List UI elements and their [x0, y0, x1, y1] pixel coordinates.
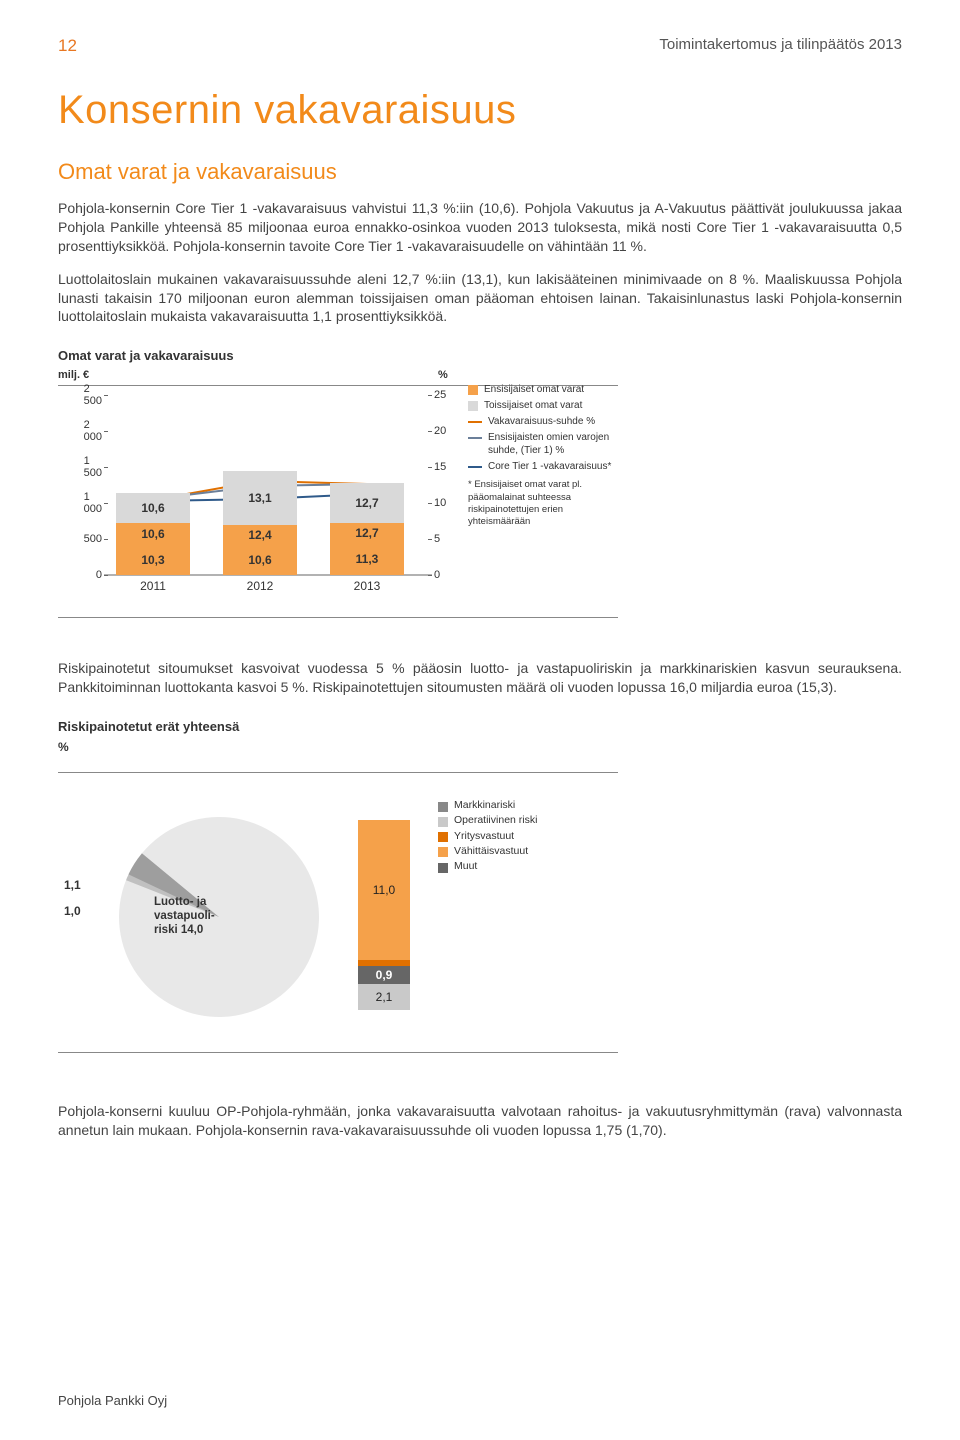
legend-core: Core Tier 1 -vakavaraisuus*: [488, 460, 611, 473]
chart2-pie: Luotto- ja vastapuoli-riski 14,0: [114, 812, 324, 1022]
chart1-bar-seg: 12,7: [330, 483, 404, 523]
legend-swatch: [438, 863, 448, 873]
chart1-bar-seg: 10,3: [116, 545, 190, 575]
chart2-pie-center: Luotto- ja vastapuoli-riski 14,0: [154, 896, 234, 937]
legend-vaka: Vakavaraisuus-suhde %: [488, 415, 595, 428]
section3-p1: Pohjola-konserni kuuluu OP-Pohjola-ryhmä…: [58, 1102, 902, 1140]
legend-ensisijaiset: Ensisijaiset omat varat: [484, 383, 584, 396]
section1-p2: Luottolaitoslain mukainen vakavaraisuuss…: [58, 270, 902, 327]
legend-toissijaiset: Toissijaiset omat varat: [484, 399, 582, 412]
chart1: milj. € % 05001 0001 5002 0002 500051015…: [58, 369, 618, 629]
chart2-legend-item: Vähittäisvastuut: [438, 844, 537, 859]
chart1-category-label: 2012: [223, 575, 297, 593]
chart1-bar-group: 10,612,413,12012: [223, 471, 297, 575]
section1-p1: Pohjola-konsernin Core Tier 1 -vakavarai…: [58, 199, 902, 256]
legend-swatch: [438, 817, 448, 827]
chart1-yleft-label: milj. €: [58, 369, 89, 381]
legend-swatch-ensisijaiset: [468, 385, 478, 395]
legend-swatch: [438, 847, 448, 857]
chart1-category-label: 2011: [116, 575, 190, 593]
chart2-left-label: 1,1: [64, 878, 81, 892]
chart1-yright-label: %: [438, 369, 448, 381]
chart2-legend: MarkkinariskiOperatiivinen riskiYritysva…: [438, 798, 537, 874]
legend-line-vaka: [468, 421, 482, 423]
header-right: Toimintakertomus ja tilinpäätös 2013: [659, 36, 902, 56]
legend-line-tier1: [468, 437, 482, 439]
chart2-ylabel: %: [58, 740, 902, 754]
legend-text: Operatiivinen riski: [454, 813, 537, 828]
chart1-bar-seg: 10,6: [116, 523, 190, 545]
legend-text: Markkinariski: [454, 798, 515, 813]
chart2-stack-seg: 0,9: [358, 966, 410, 984]
chart2-title: Riskipainotetut erät yhteensä: [58, 719, 902, 734]
chart1-bar-seg: 13,1: [223, 471, 297, 525]
section1-heading: Omat varat ja vakavaraisuus: [58, 159, 902, 185]
chart1-bar-seg: 12,7: [330, 523, 404, 543]
legend-text: Yritysvastuut: [454, 829, 514, 844]
chart2-stack-seg: 2,1: [358, 984, 410, 1010]
chart1-bar-seg: 12,4: [223, 525, 297, 545]
chart1-category-label: 2013: [330, 575, 404, 593]
chart1-bar-group: 10,310,610,62011: [116, 493, 190, 575]
legend-note: * Ensisijaiset omat varat pl. pääomalain…: [468, 479, 618, 528]
page-title: Konsernin vakavaraisuus: [58, 88, 902, 133]
legend-tier1: Ensisijaisten omien varojen suhde, (Tier…: [488, 431, 618, 457]
chart2: 1,11,0 Luotto- ja vastapuoli-riski 14,0 …: [58, 772, 618, 1072]
chart2-legend-item: Muut: [438, 859, 537, 874]
legend-line-core: [468, 466, 482, 468]
legend-text: Vähittäisvastuut: [454, 844, 528, 859]
page-number: 12: [58, 36, 77, 56]
chart1-bar-seg: 10,6: [223, 545, 297, 575]
legend-text: Muut: [454, 859, 477, 874]
chart1-bar-seg: 11,3: [330, 543, 404, 575]
chart1-plot-area: 05001 0001 5002 0002 500051015202510,310…: [108, 395, 428, 575]
section2-p1: Riskipainotetut sitoumukset kasvoivat vu…: [58, 659, 902, 697]
legend-swatch: [438, 832, 448, 842]
chart2-stack: 11,0 0,92,1: [358, 820, 410, 1010]
legend-swatch: [438, 802, 448, 812]
legend-swatch-toissijaiset: [468, 401, 478, 411]
chart2-left-label: 1,0: [64, 904, 81, 918]
chart1-bar-seg: 10,6: [116, 493, 190, 523]
chart1-bar-group: 11,312,712,72013: [330, 483, 404, 575]
chart2-legend-item: Yritysvastuut: [438, 829, 537, 844]
footer: Pohjola Pankki Oyj: [58, 1393, 167, 1408]
chart2-stack-seg: 11,0: [358, 820, 410, 960]
chart2-legend-item: Markkinariski: [438, 798, 537, 813]
page-header: 12 Toimintakertomus ja tilinpäätös 2013: [58, 36, 902, 56]
chart2-legend-item: Operatiivinen riski: [438, 813, 537, 828]
chart1-legend: Ensisijaiset omat varat Toissijaiset oma…: [468, 383, 618, 531]
chart1-title: Omat varat ja vakavaraisuus: [58, 348, 902, 363]
